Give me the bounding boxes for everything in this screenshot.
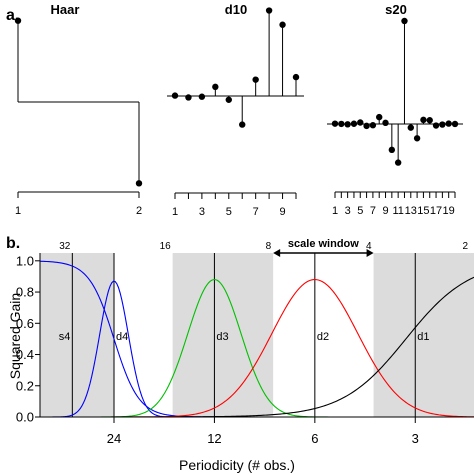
scale-window-label: scale window [288,238,359,250]
y-tick-label: 0.2 [16,378,34,393]
scale-window-annotation: scale window [273,238,374,257]
band-label-d1: d1 [417,331,429,343]
coefficient-point [239,121,246,128]
y-tick-label: 1.0 [16,253,34,268]
x-tick-label: 5 [357,205,363,217]
coefficient-point [401,17,408,25]
x-tick-label: 3 [412,431,419,446]
coefficient-point [350,120,358,127]
x-tick-label: 1 [172,206,178,218]
x-tick-label: 2 [136,205,142,217]
x-tick-label: 24 [107,431,121,446]
band-center-lines: s4 d4 d3 d2 d1 [59,253,430,417]
coefficient-point [439,121,446,128]
filter-title: Haar [51,2,80,17]
coefficient-point [394,159,402,166]
coefficient-point [252,76,259,83]
y-axis-label: Squared Gain [7,293,23,379]
coefficient-point [171,92,179,99]
x-tick-label: 7 [370,205,376,217]
x-tick-label: 9 [279,206,285,218]
top-tick-label: 32 [59,241,71,252]
coefficient-point [212,83,219,91]
x-tick-label: 13 [405,205,417,217]
coefficient-point [344,121,351,128]
x-tick-label: 6 [311,431,318,446]
x-tick-label: 12 [207,431,221,446]
coefficient-point [331,120,339,127]
panel-b: b. s4 d4 d3 d2 d1 0.00.20.40.60.81.024 12 6 332… [6,235,474,473]
scale-window-arrowhead-right [366,249,374,257]
filter-d10: d10 1 3 5 7 9 [167,2,304,218]
coefficient-point [376,113,383,121]
filter-title: s20 [385,2,407,17]
shaded-bands [40,253,474,417]
coefficient-point [369,122,377,129]
coefficient-point [279,21,286,28]
top-tick-label: 2 [462,241,468,252]
coefficient-point [382,119,389,127]
coefficient-point [357,119,364,126]
top-tick-label: 16 [160,241,172,252]
y-tick-label: 0.6 [16,316,34,331]
coefficient-point [426,117,433,124]
y-tick-label: 0.8 [16,285,34,300]
scale-window-arrowhead-left [273,249,281,257]
band-s4 [40,253,73,417]
coefficient-point [432,122,440,129]
band-label-d2: d2 [317,331,329,343]
coefficient-point [14,17,22,24]
coefficient-point [225,96,232,103]
coefficient-point [292,73,300,81]
filter-haar: Haar 1 2 [14,2,143,217]
x-tick-label: 17 [430,205,442,217]
top-tick-label: 4 [366,241,372,252]
x-tick-label: 1 [332,205,338,217]
x-tick-label: 3 [199,206,205,218]
band-d3-left [172,253,215,417]
coefficient-point [185,94,192,101]
coefficient-point [135,180,143,187]
coefficient-point [363,122,370,130]
band-d1 [373,253,474,417]
band-label-d4: d4 [116,331,128,343]
band-d4 [72,253,115,417]
x-tick-label: 3 [345,205,351,217]
coefficient-point [445,120,452,127]
y-tick-label: 0.4 [16,347,34,362]
filter-title: d10 [225,2,247,17]
x-tick-label: 9 [382,205,388,217]
panel-b-label: b. [6,235,20,252]
coefficient-point [407,124,414,131]
axes: 0.0 0.2 0.4 0.6 0.8 1.0 24 12 6 3 32 16 8 4 2 [16,241,474,446]
x-tick-label: 5 [226,206,232,218]
coefficient-point [413,135,421,142]
band-label-d3: d3 [216,331,228,343]
coefficient-point [388,146,396,154]
coefficient-point [420,116,427,124]
x-tick-label: 1 [15,205,21,217]
top-tick-label: 8 [266,241,272,252]
coefficient-point [338,120,345,128]
coefficient-point [198,93,206,100]
x-tick-label: 11 [392,205,403,217]
x-tick-label: 15 [417,205,429,217]
band-label-s4: s4 [59,331,71,343]
x-tick-label: 19 [443,205,455,217]
x-tick-label: 7 [253,206,259,218]
x-axis-label: Periodicity (# obs.) [179,457,295,473]
coefficient-point [451,120,459,128]
coefficient-point [265,7,273,14]
y-tick-label: 0.0 [16,410,34,425]
